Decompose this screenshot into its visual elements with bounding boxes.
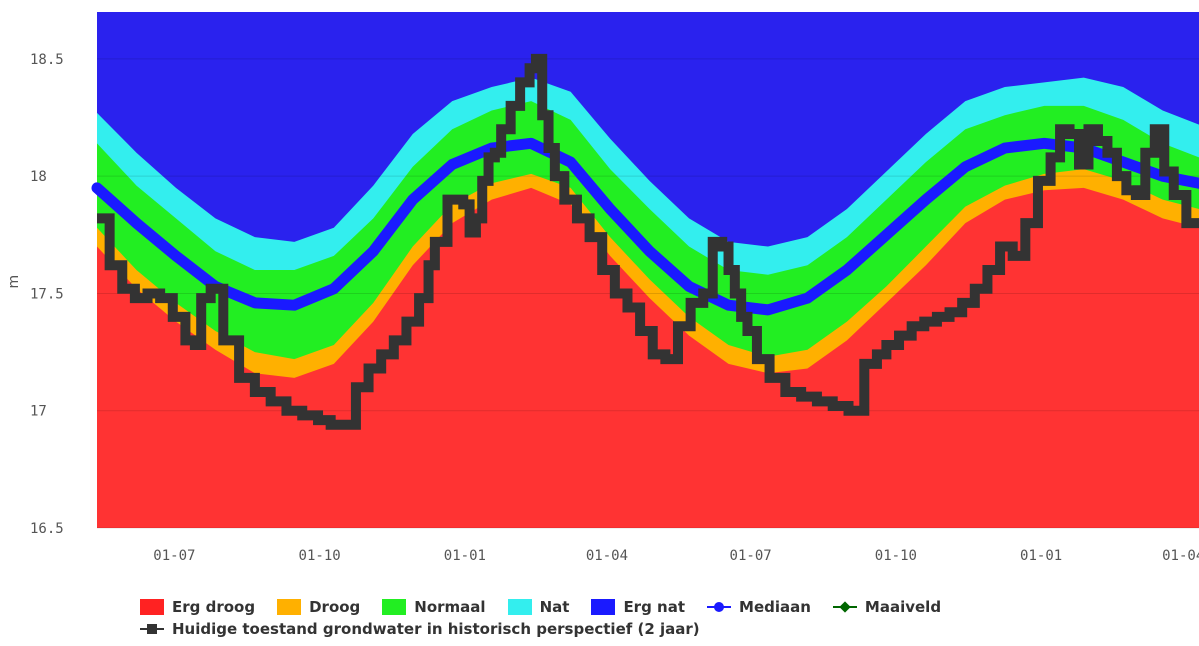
chart-legend: Erg droog Droog Normaal Nat Erg nat	[140, 596, 1140, 640]
x-tick-label-6: 01-01	[1020, 548, 1062, 564]
legend-item-maaiveld[interactable]: Maaiveld	[832, 598, 942, 616]
x-tick-label-0: 01-07	[153, 548, 195, 564]
legend-label-erg-droog: Erg droog	[172, 598, 256, 616]
y-axis-label: m	[6, 275, 22, 289]
legend-label-maaiveld: Maaiveld	[864, 598, 942, 616]
legend-symbol-huidige-toestand	[140, 621, 164, 637]
legend-item-mediaan[interactable]: Mediaan	[707, 598, 811, 616]
x-tick-label-5: 01-10	[875, 548, 917, 564]
legend-label-nat: Nat	[539, 598, 570, 616]
y-tick-label-3: 18	[30, 169, 47, 185]
legend-item-nat[interactable]: Nat	[507, 598, 570, 616]
legend-swatch-normaal	[382, 599, 407, 615]
legend-label-erg-nat: Erg nat	[623, 598, 686, 616]
y-tick-label-2: 17.5	[30, 286, 64, 302]
x-tick-label-3: 01-04	[586, 548, 628, 564]
legend-item-normaal[interactable]: Normaal	[382, 598, 486, 616]
y-tick-label-0: 16.5	[30, 521, 64, 537]
median-line	[91, 137, 1199, 316]
legend-swatch-erg-nat	[591, 599, 616, 615]
legend-symbol-maaiveld	[832, 599, 857, 615]
y-tick-label-1: 17	[30, 404, 47, 420]
legend-row-1: Erg droog Droog Normaal Nat Erg nat	[140, 596, 1140, 618]
legend-item-droog[interactable]: Droog	[277, 598, 360, 616]
current-groundwater-line	[97, 53, 1199, 430]
y-tick-label-4: 18.5	[30, 52, 64, 68]
legend-swatch-nat	[507, 599, 532, 615]
legend-swatch-droog	[277, 599, 302, 615]
legend-item-erg-droog[interactable]: Erg droog	[140, 598, 255, 616]
legend-label-droog: Droog	[309, 598, 361, 616]
x-tick-label-4: 01-07	[730, 548, 772, 564]
legend-swatch-erg-droog	[140, 599, 164, 615]
legend-item-huidige-toestand[interactable]: Huidige toestand grondwater in historisc…	[140, 620, 700, 638]
legend-symbol-mediaan	[707, 599, 732, 615]
legend-label-huidige-toestand: Huidige toestand grondwater in historisc…	[172, 620, 700, 638]
x-tick-label-2: 01-01	[444, 548, 486, 564]
x-tick-label-7: 01-04	[1162, 548, 1199, 564]
chart-plot: 16.5 17 17.5 18 18.5 m 01-07 01-10 01-01 01-04 01-…	[6, 12, 1199, 564]
x-tick-label-1: 01-10	[299, 548, 341, 564]
legend-label-mediaan: Mediaan	[739, 598, 811, 616]
legend-row-2: Huidige toestand grondwater in historisc…	[140, 618, 1140, 640]
legend-item-erg-nat[interactable]: Erg nat	[591, 598, 685, 616]
legend-label-normaal: Normaal	[414, 598, 486, 616]
